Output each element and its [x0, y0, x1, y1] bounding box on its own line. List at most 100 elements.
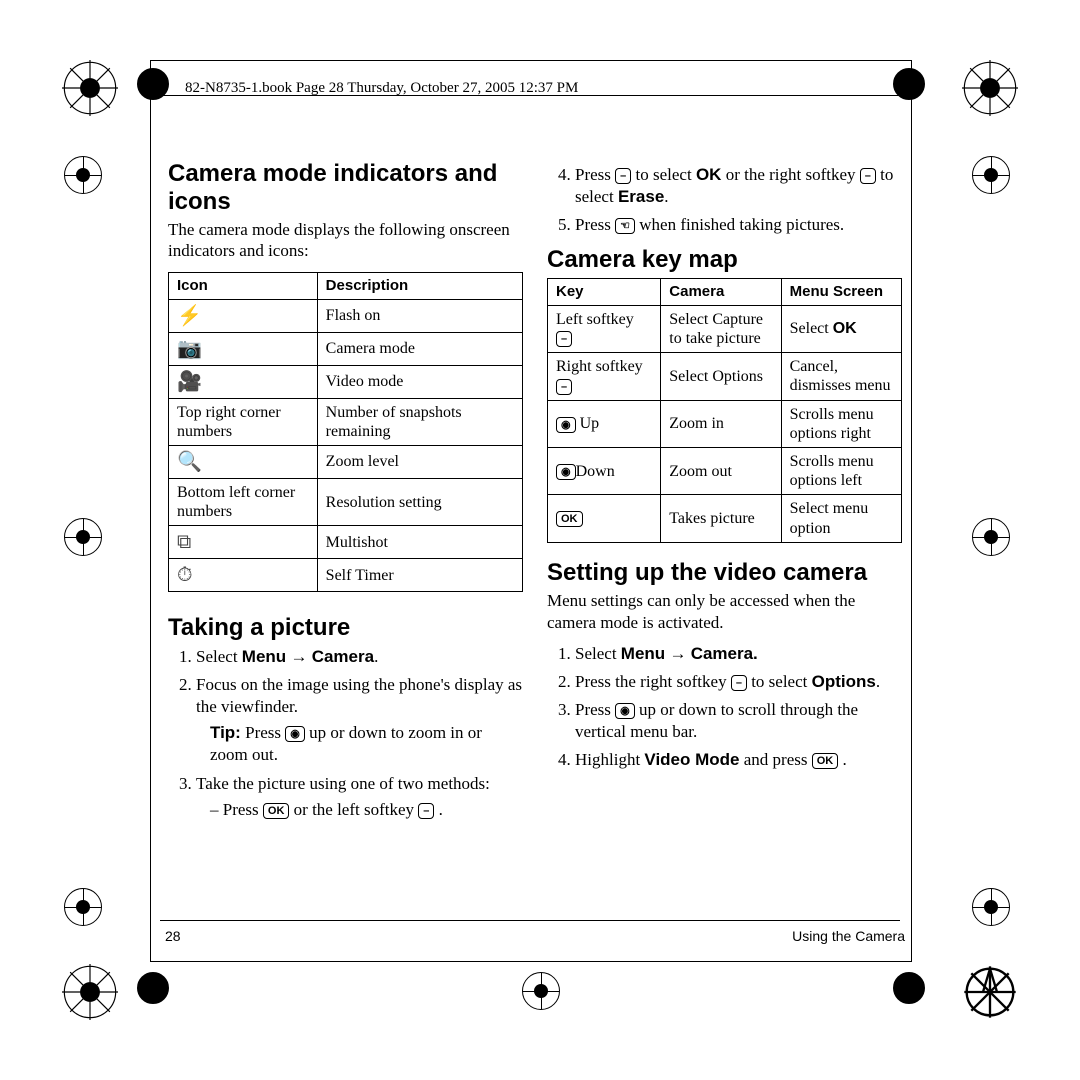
softkey-icon: –	[860, 168, 876, 184]
nav-icon: ◉	[556, 464, 576, 480]
icon-table: Icon Description ⚡Flash on 📷Camera mode …	[168, 272, 523, 593]
ok-icon: OK	[556, 511, 583, 527]
nav-icon: ◉	[285, 726, 305, 742]
softkey-icon: –	[731, 675, 747, 691]
zoom-icon: 🔍	[169, 446, 318, 479]
steps-taking-cont: Press – to select OK or the right softke…	[547, 164, 902, 236]
intro-indicators: The camera mode displays the following o…	[168, 219, 523, 262]
cell-desc: Resolution setting	[317, 479, 522, 526]
cell-icon-text: Top right corner numbers	[169, 398, 318, 445]
options-label: Options	[812, 672, 876, 691]
heading-video: Setting up the video camera	[547, 559, 902, 587]
table-row: 🔍Zoom level	[169, 446, 523, 479]
regmark-bottom-mid	[522, 972, 560, 1010]
timer-icon: ⏱	[169, 559, 318, 592]
left-column: Camera mode indicators and icons The cam…	[168, 150, 523, 827]
softkey-icon: –	[418, 803, 434, 819]
regmark-right-mid3	[972, 888, 1010, 926]
crop-header-text: 82-N8735-1.book Page 28 Thursday, Octobe…	[185, 80, 578, 97]
table-row: ⧉Multishot	[169, 526, 523, 559]
menu-label: Menu	[621, 644, 665, 663]
cell-key: Left softkey–	[548, 305, 661, 352]
t: Left softkey	[556, 311, 634, 328]
table-row: ◉Down Zoom out Scrolls menu options left	[548, 448, 902, 495]
regmark-left-mid1	[64, 156, 102, 194]
t: Select	[196, 647, 242, 666]
t: Focus on the image using the phone's dis…	[196, 675, 522, 716]
step-2: Focus on the image using the phone's dis…	[196, 674, 523, 766]
regmark-inner-bl	[137, 972, 169, 1004]
cell-desc: Self Timer	[317, 559, 522, 592]
cell-cam: Select Options	[661, 353, 781, 400]
key-th-cam: Camera	[661, 278, 781, 305]
table-row: OK Takes picture Select menu option	[548, 495, 902, 542]
t: Down	[576, 463, 615, 480]
t: Select	[790, 320, 833, 337]
cell-cam: Select Capture to take picture	[661, 305, 781, 352]
t: Select	[575, 644, 621, 663]
table-row: ⏱Self Timer	[169, 559, 523, 592]
step-3: Take the picture using one of two method…	[196, 773, 523, 821]
regmark-corner-tl	[62, 60, 118, 116]
crop-footer-line	[160, 920, 900, 921]
cell-desc: Video mode	[317, 365, 522, 398]
intro-video: Menu settings can only be accessed when …	[547, 590, 902, 633]
end-icon: ☜	[615, 218, 635, 234]
t: or the left softkey	[289, 800, 418, 819]
cell-menu: Select menu option	[781, 495, 901, 542]
cell-desc: Flash on	[317, 299, 522, 332]
cell-cam: Zoom out	[661, 448, 781, 495]
key-th-menu: Menu Screen	[781, 278, 901, 305]
right-column: Press – to select OK or the right softke…	[547, 150, 902, 827]
table-row: 🎥Video mode	[169, 365, 523, 398]
menu-label: Menu	[242, 647, 286, 666]
heading-keymap: Camera key map	[547, 246, 902, 274]
table-row: Top right corner numbersNumber of snapsh…	[169, 398, 523, 445]
key-table-head: Key Camera Menu Screen	[548, 278, 902, 305]
multishot-icon: ⧉	[169, 526, 318, 559]
t: when finished taking pictures.	[635, 215, 844, 234]
cell-key: Right softkey–	[548, 353, 661, 400]
t: Highlight	[575, 750, 644, 769]
regmark-corner-tr	[962, 60, 1018, 116]
table-row: Bottom left corner numbersResolution set…	[169, 479, 523, 526]
heading-indicators: Camera mode indicators and icons	[168, 160, 523, 215]
video-icon: 🎥	[169, 365, 318, 398]
t: .	[838, 750, 847, 769]
cell-menu: Select OK	[781, 305, 901, 352]
flash-icon: ⚡	[169, 299, 318, 332]
t: Up	[576, 415, 600, 432]
cell-desc: Camera mode	[317, 332, 522, 365]
icon-th-desc: Description	[317, 272, 522, 299]
steps-video: Select Menu → Camera. Press the right so…	[547, 643, 902, 771]
cell-menu: Scrolls menu options right	[781, 400, 901, 447]
erase-label: Erase	[618, 187, 664, 206]
step-v4: Highlight Video Mode and press OK .	[575, 749, 902, 771]
t: Press	[575, 215, 615, 234]
regmark-corner-bl	[62, 964, 118, 1020]
nav-icon: ◉	[615, 703, 635, 719]
cell-desc: Zoom level	[317, 446, 522, 479]
t: or the right softkey	[721, 165, 859, 184]
t: Right softkey	[556, 358, 643, 375]
section-title: Using the Camera	[792, 928, 905, 944]
cell-menu: Scrolls menu options left	[781, 448, 901, 495]
cell-key: ◉Down	[548, 448, 661, 495]
t: Press	[575, 165, 615, 184]
table-row: 📷Camera mode	[169, 332, 523, 365]
regmark-inner-br	[893, 972, 925, 1004]
softkey-icon: –	[615, 168, 631, 184]
regmark-left-mid2	[64, 518, 102, 556]
heading-taking: Taking a picture	[168, 614, 523, 642]
cell-cam: Zoom in	[661, 400, 781, 447]
step-5: Press ☜ when finished taking pictures.	[575, 214, 902, 236]
t: Press	[241, 723, 285, 742]
t: Press the right softkey	[575, 672, 731, 691]
t: to select	[747, 672, 812, 691]
t: – Press	[210, 800, 263, 819]
camera-label: Camera	[312, 647, 374, 666]
table-row: Left softkey– Select Capture to take pic…	[548, 305, 902, 352]
footer: 28 Using the Camera	[165, 928, 905, 944]
regmark-right-mid1	[972, 156, 1010, 194]
t: to select	[631, 165, 696, 184]
